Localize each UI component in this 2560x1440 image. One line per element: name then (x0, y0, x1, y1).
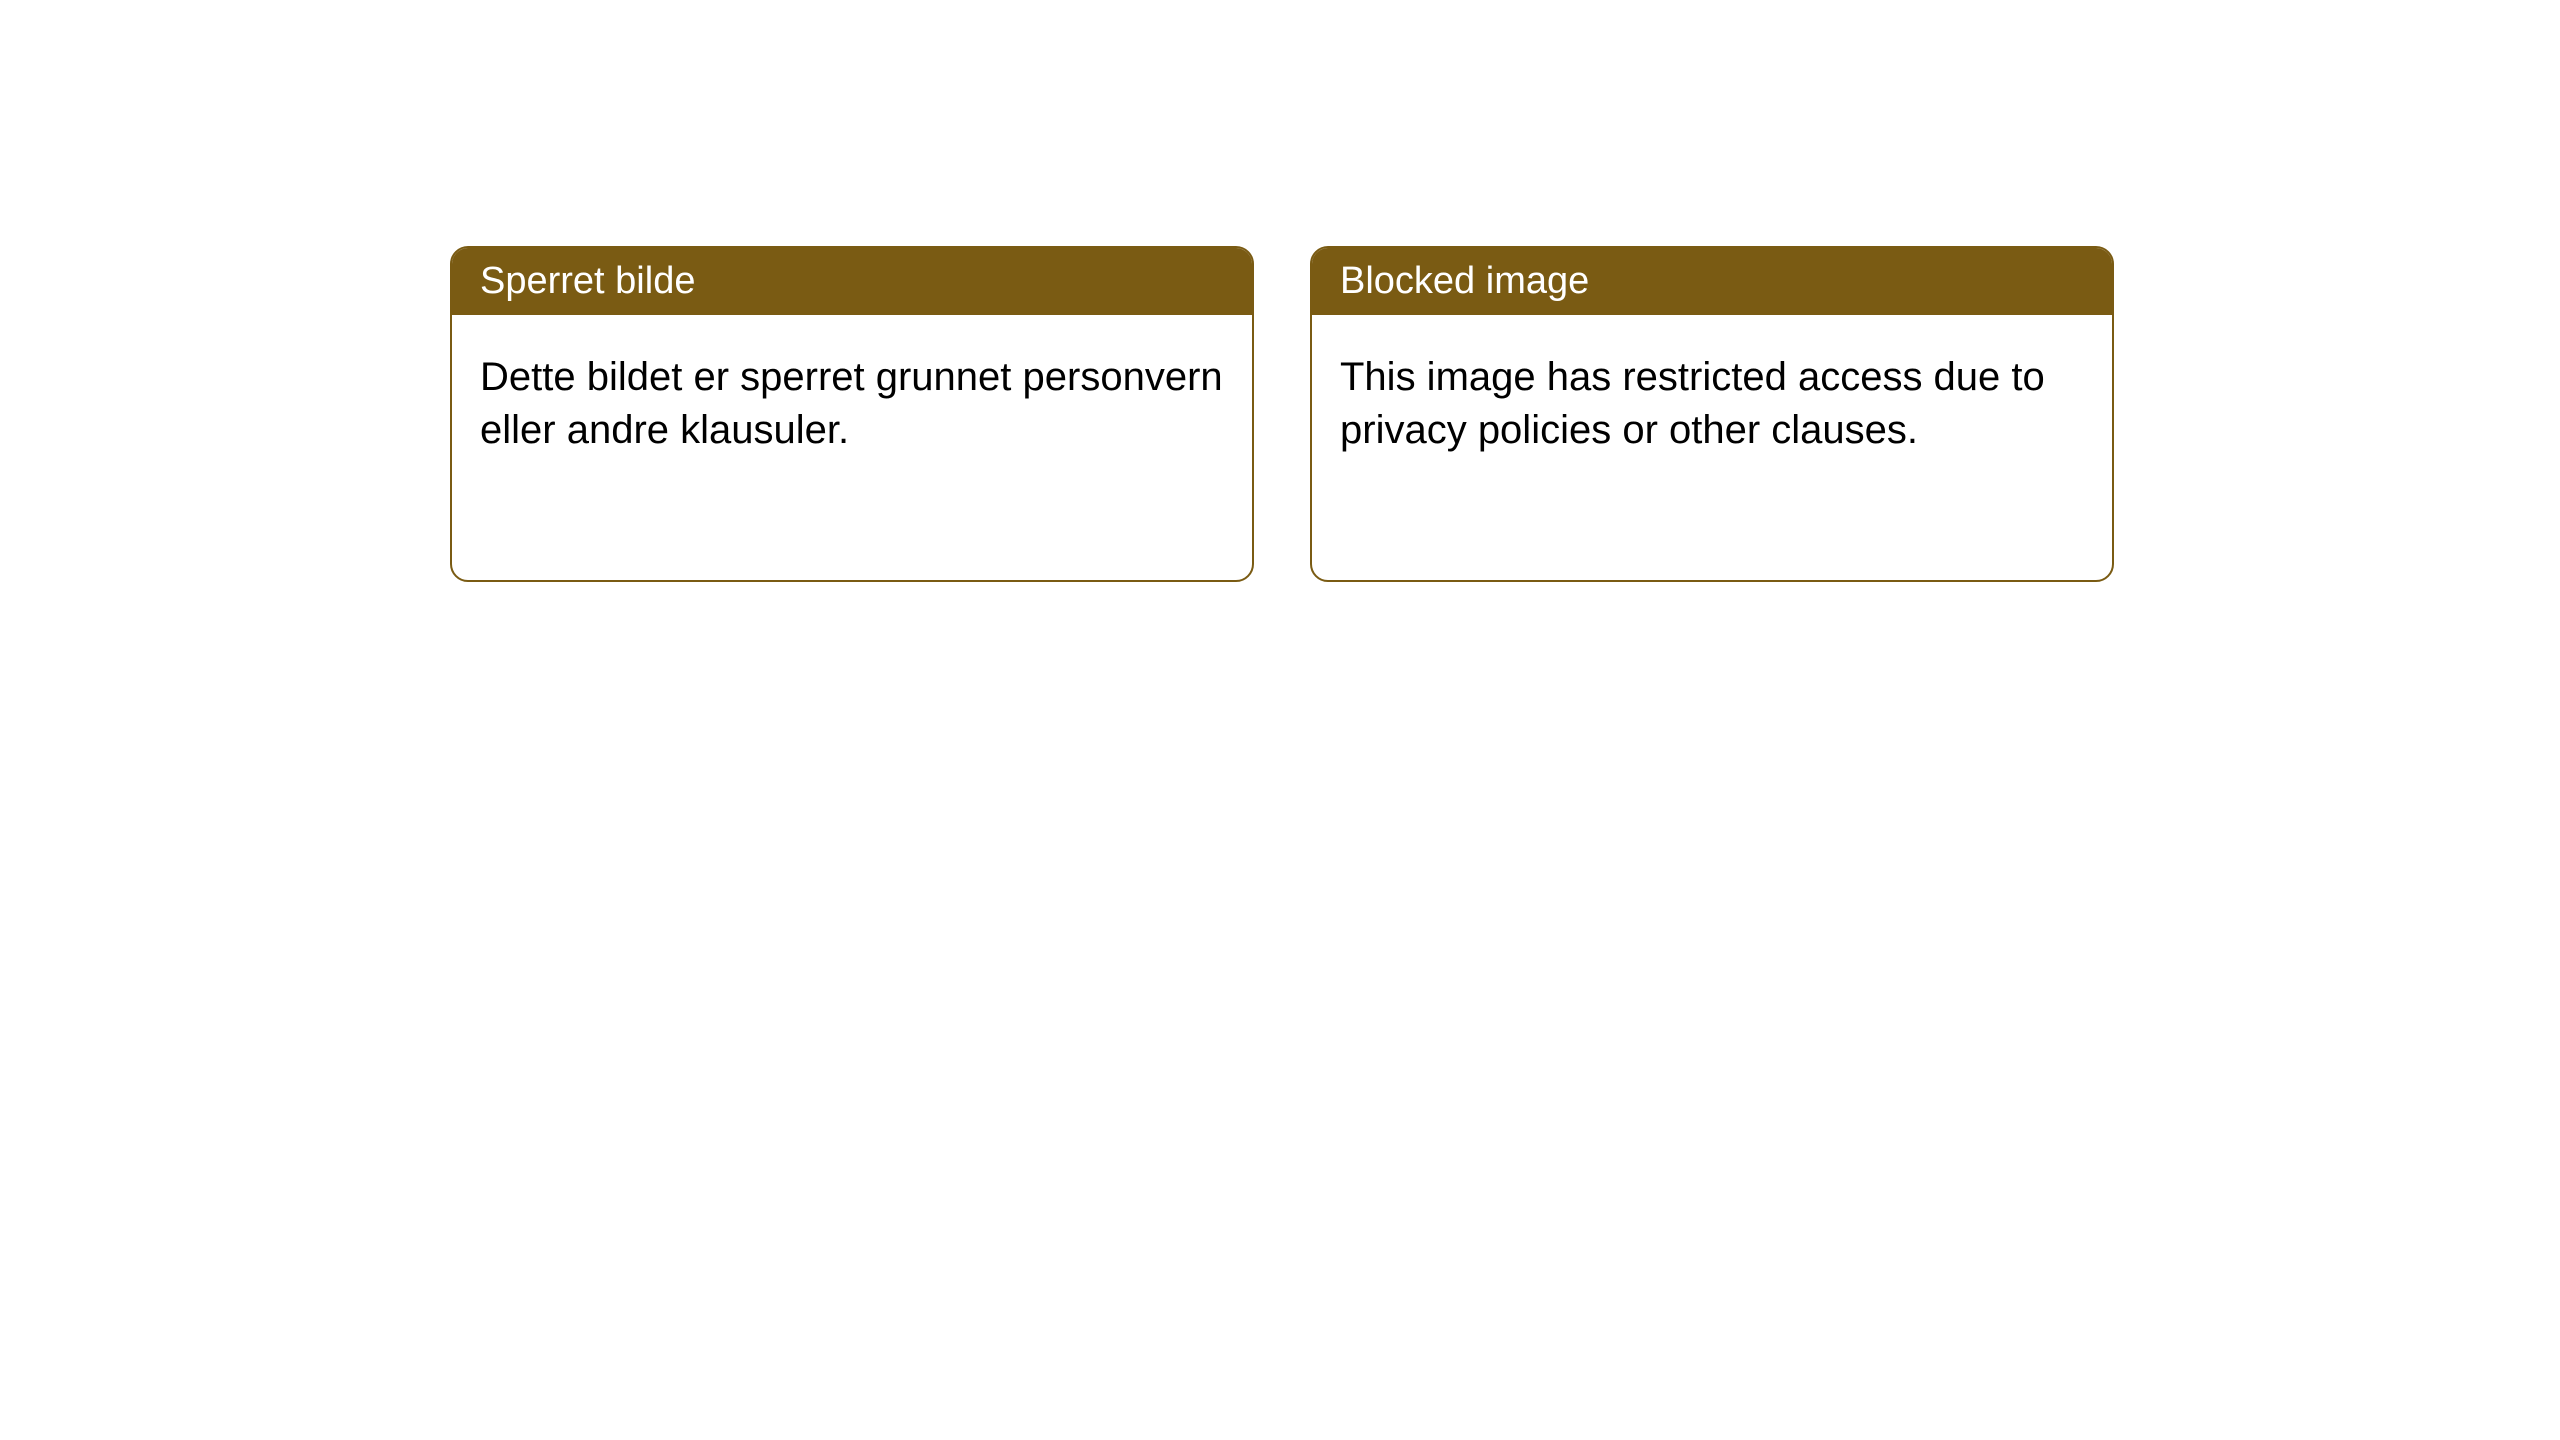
notice-cards-container: Sperret bilde Dette bildet er sperret gr… (450, 246, 2114, 582)
card-header: Sperret bilde (452, 248, 1252, 315)
notice-card-norwegian: Sperret bilde Dette bildet er sperret gr… (450, 246, 1254, 582)
card-body: Dette bildet er sperret grunnet personve… (452, 315, 1252, 493)
card-body-text: Dette bildet er sperret grunnet personve… (480, 355, 1223, 452)
card-header-text: Blocked image (1340, 260, 1589, 302)
card-header-text: Sperret bilde (480, 260, 695, 302)
notice-card-english: Blocked image This image has restricted … (1310, 246, 2114, 582)
card-header: Blocked image (1312, 248, 2112, 315)
card-body-text: This image has restricted access due to … (1340, 355, 2045, 452)
card-body: This image has restricted access due to … (1312, 315, 2112, 493)
